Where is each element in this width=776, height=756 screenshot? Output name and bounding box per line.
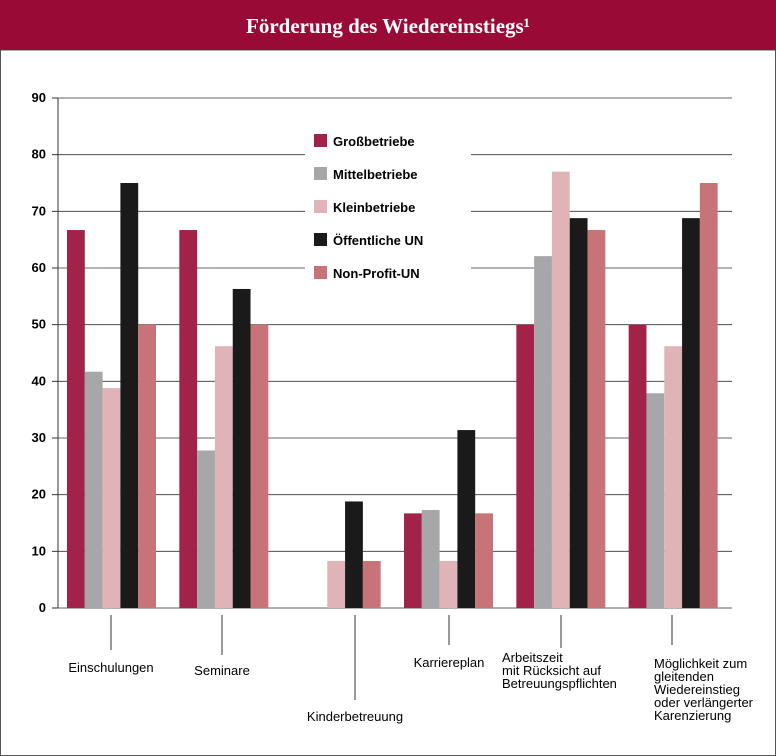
legend-label: Non-Profit-UN bbox=[333, 266, 420, 281]
bar bbox=[67, 230, 85, 609]
bar bbox=[120, 183, 139, 608]
y-tick-label: 40 bbox=[32, 373, 46, 388]
bar bbox=[179, 230, 198, 609]
y-tick-label: 90 bbox=[32, 90, 46, 105]
title-bar bbox=[0, 0, 776, 50]
legend-label: Mittelbetriebe bbox=[333, 167, 418, 182]
legend-label: Öffentliche UN bbox=[333, 233, 423, 248]
x-tick-label: Arbeitszeit mit Rücksicht auf Betreuungspf… bbox=[502, 650, 617, 691]
y-tick-label: 80 bbox=[32, 147, 46, 162]
chart-title: Förderung des Wiedereinstiegs¹ bbox=[246, 14, 530, 38]
y-tick-label: 50 bbox=[32, 317, 46, 332]
bar bbox=[214, 346, 233, 608]
x-tick-label: Einschulungen bbox=[68, 660, 153, 675]
bar bbox=[569, 218, 588, 608]
bar bbox=[197, 450, 215, 608]
legend-swatch bbox=[314, 134, 327, 147]
bar bbox=[475, 513, 493, 608]
y-tick-label: 10 bbox=[32, 543, 46, 558]
bar bbox=[345, 501, 363, 608]
x-tick-label: Kinderbetreuung bbox=[307, 709, 403, 724]
bar bbox=[646, 393, 665, 608]
y-tick-label: 60 bbox=[32, 260, 46, 275]
legend-label: Kleinbetriebe bbox=[333, 200, 415, 215]
x-tick-label: Seminare bbox=[194, 663, 250, 678]
bar bbox=[457, 430, 476, 608]
x-tick-label: Karriereplan bbox=[414, 655, 485, 670]
bar bbox=[327, 560, 346, 608]
bar bbox=[534, 256, 552, 608]
y-tick-label: 30 bbox=[32, 430, 46, 445]
y-tick-label: 20 bbox=[32, 487, 46, 502]
legend-swatch bbox=[314, 200, 327, 213]
bar bbox=[138, 324, 156, 608]
x-tick-label: Möglichkeit zum gleitenden Wiedereinstieg o… bbox=[654, 656, 754, 723]
bar bbox=[551, 171, 570, 608]
bar bbox=[102, 388, 121, 608]
legend-swatch bbox=[314, 233, 327, 246]
bar bbox=[628, 324, 647, 608]
bar bbox=[404, 513, 422, 608]
bar bbox=[421, 509, 440, 608]
legend-box bbox=[305, 120, 471, 292]
bar bbox=[232, 288, 251, 608]
bar bbox=[682, 218, 700, 608]
bar bbox=[439, 560, 458, 608]
bar bbox=[362, 560, 381, 608]
bar bbox=[516, 324, 535, 608]
y-tick-label: 0 bbox=[39, 600, 46, 615]
legend-swatch bbox=[314, 167, 327, 180]
bar bbox=[84, 371, 103, 608]
legend-label: Großbetriebe bbox=[333, 134, 415, 149]
bar bbox=[250, 324, 269, 608]
bar bbox=[587, 230, 606, 609]
bar bbox=[699, 183, 718, 608]
legend-swatch bbox=[314, 266, 327, 279]
bar bbox=[664, 346, 683, 608]
y-tick-label: 70 bbox=[32, 203, 46, 218]
